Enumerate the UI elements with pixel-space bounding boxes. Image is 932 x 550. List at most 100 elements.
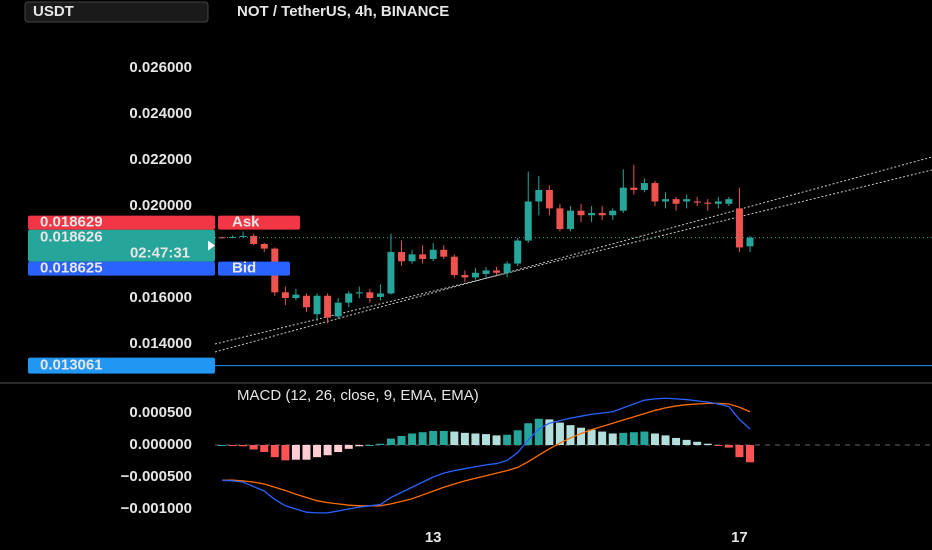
histogram-bar [650,433,659,445]
histogram-bar [376,443,385,445]
candle-body [503,263,511,273]
histogram-bar [693,441,702,445]
histogram-bar [334,444,343,453]
candle-body [281,292,289,299]
histogram-bar [397,436,406,445]
candle-body [471,272,479,278]
candle-body [619,187,627,211]
histogram-bar [291,444,300,460]
candle-body [704,202,712,204]
candle-body [735,208,743,248]
histogram-bar [566,425,575,445]
candle-body [398,252,406,262]
macd-line [221,397,751,514]
histogram-bar [714,444,723,446]
candle-body [355,292,363,294]
candle-body [609,210,617,216]
histogram-bar [471,433,480,445]
histogram-bar [672,437,681,445]
candle-body [482,270,490,274]
histogram-bar [450,431,459,445]
candle-body [387,252,395,294]
ask-name-tag [218,215,300,230]
candle-body [260,244,268,249]
candle-body [440,249,448,257]
candle-body [250,235,258,245]
histogram-bar [735,444,744,458]
histogram-bar [608,433,617,445]
candle-body [450,256,458,276]
x-tick-label: 17 [731,529,748,546]
histogram-bar [513,430,522,445]
symbol-box[interactable] [24,1,209,23]
histogram-bar [682,439,691,445]
y-tick-label: 0.000500 [129,404,192,421]
histogram-bar [313,444,322,458]
histogram-bar [439,430,448,445]
candle-body [366,292,374,299]
histogram-bar [534,418,543,445]
candle-body [556,208,564,230]
chart-title: NOT / TetherUS, 4h, BINANCE [237,3,449,20]
candle-body [566,210,574,230]
histogram-bar [418,432,427,445]
histogram-bar [524,423,533,445]
candle-body [630,187,638,190]
histogram-bar [355,444,364,447]
last-label: 0.018626 [40,229,103,246]
histogram-bar [302,444,311,460]
candle-body [672,199,680,204]
countdown: 02:47:31 [130,245,190,262]
candle-body [651,183,659,202]
y-tick-label: 0.026000 [129,59,192,76]
candle-body [292,294,300,299]
y-tick-label: 0.022000 [129,151,192,168]
candle-body [345,293,353,303]
histogram-bar [365,444,374,446]
candle-body [535,189,543,202]
histogram-bar [619,432,628,445]
histogram-bar [598,431,607,445]
histogram-bar [640,431,649,445]
histogram-bar [386,438,395,445]
histogram-bar [408,433,417,445]
candle-body [524,201,532,241]
candle-body [429,249,437,259]
histogram-bar [661,435,670,445]
level-label: 0.013061 [40,357,103,374]
histogram-bar [323,444,332,456]
ask-name: Ask [232,214,260,231]
histogram-bar [228,444,237,446]
histogram-bar [577,427,586,445]
histogram-bar [239,444,248,447]
candle-body [324,295,332,318]
y-tick-label: 0.000000 [129,436,192,453]
candle-body [229,236,237,238]
histogram-bar [545,419,554,445]
candle-body [218,237,226,239]
histogram-bar [482,434,490,445]
trend-line [214,169,932,345]
candle-body [493,270,501,273]
y-tick-label: 0.016000 [129,289,192,306]
histogram-bar [249,444,258,450]
candle-body [419,254,427,259]
ask-tag [28,215,215,230]
y-tick-label: 0.014000 [129,335,192,352]
bid-name: Bid [232,260,256,277]
candle-body [598,212,606,216]
histogram-bar [460,432,469,445]
candle-body [313,295,321,315]
bid-name-tag [218,261,290,276]
histogram-bar [344,444,353,449]
candle-body [376,293,384,297]
candle-body [577,210,585,216]
histogram-bar [746,444,754,463]
histogram-bar [503,434,512,445]
symbol: USDT [33,3,74,20]
histogram-bar [492,435,501,445]
candle-body [683,199,691,202]
ask-label: 0.018629 [40,214,103,231]
candle-body [725,199,733,204]
